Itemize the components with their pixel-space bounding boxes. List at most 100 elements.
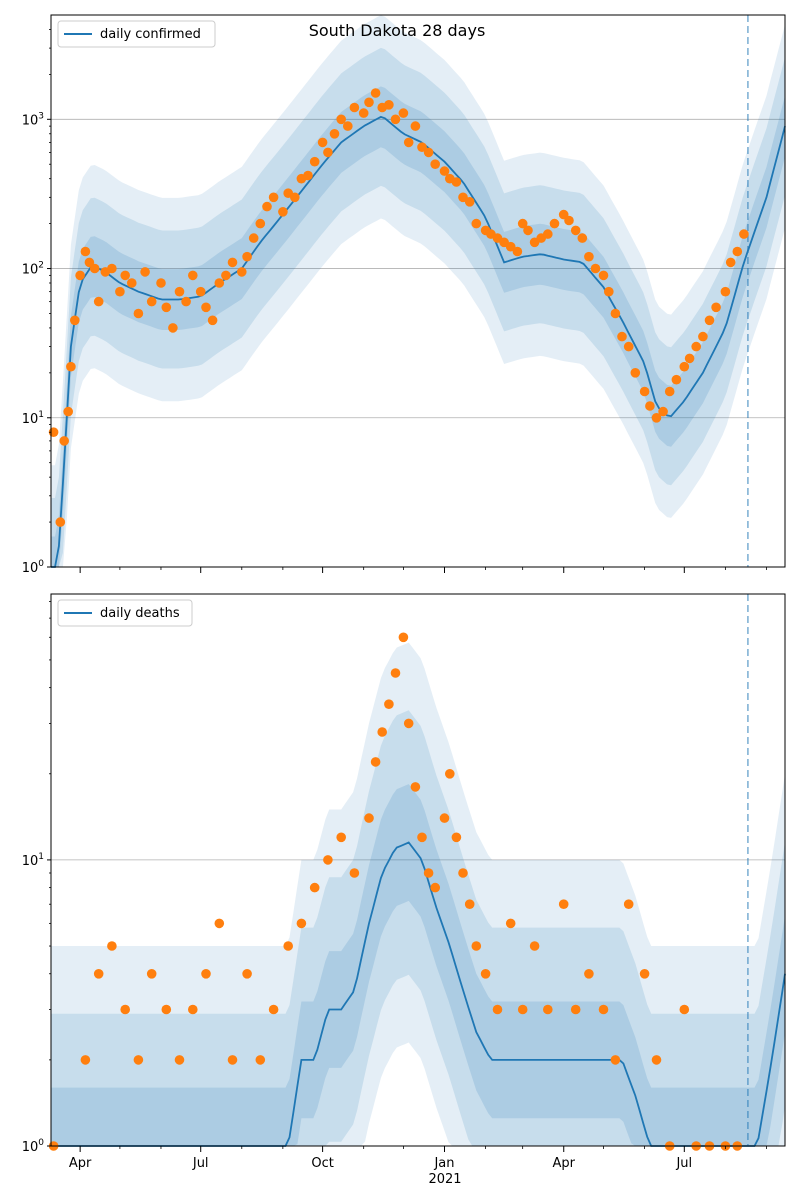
cases-observed-point	[214, 278, 225, 288]
cases-observed-point	[120, 270, 130, 281]
cases-legend-box	[57, 20, 216, 48]
deaths-observed-point	[268, 1004, 279, 1015]
cases-observed-point	[290, 192, 300, 203]
cases-observed-point	[691, 341, 701, 352]
cases-observed-point	[133, 308, 144, 319]
cases-observed-point	[161, 302, 172, 313]
deaths-observed-point	[584, 969, 594, 979]
cases-observed-point	[107, 263, 117, 274]
cases-observed-point	[651, 413, 662, 423]
deaths-legend: daily deaths	[57, 599, 193, 627]
cases-x-ticks	[79, 567, 767, 573]
cases-legend: daily confirmed	[57, 20, 216, 48]
cases-observed-point	[255, 218, 266, 229]
cases-observed-point	[156, 278, 166, 288]
deaths-panel: 100 101 Apr Jul Oct Jan Apr Jul daily deaths 2…	[22, 593, 786, 1187]
cases-observed-point	[278, 207, 288, 217]
cases-observed-point	[604, 286, 614, 297]
deaths-observed-point	[464, 899, 475, 909]
deaths-xtick-label: Jan	[433, 1156, 454, 1171]
deaths-ytick-label: 100	[22, 1138, 45, 1155]
deaths-observed-point	[445, 769, 455, 779]
x-axis-year-label: 2021	[428, 1172, 461, 1187]
cases-observed-point	[464, 197, 475, 207]
cases-observed-point	[732, 246, 743, 257]
cases-observed-point	[623, 341, 634, 352]
cases-observed-point	[115, 286, 125, 297]
cases-observed-point	[80, 246, 91, 257]
cases-observed-point	[584, 251, 594, 262]
cases-observed-point	[349, 102, 360, 113]
deaths-observed-point	[492, 1004, 503, 1015]
cases-observed-point	[598, 270, 609, 281]
deaths-observed-point	[214, 918, 225, 929]
cases-ytick-label: 103	[22, 111, 44, 128]
deaths-observed-point	[174, 1055, 185, 1065]
cases-observed-point	[59, 436, 69, 446]
cases-observed-point	[358, 108, 369, 118]
cases-observed-point	[140, 267, 150, 277]
cases-panel: 100 101 102 103 daily confirmed South Dakot…	[22, 14, 786, 576]
chart-title: South Dakota 28 days	[309, 21, 486, 40]
deaths-observed-point	[283, 941, 294, 951]
cases-observed-point	[168, 323, 178, 333]
cases-observed-point	[221, 270, 231, 281]
deaths-observed-point	[161, 1004, 172, 1015]
cases-observed-point	[188, 270, 198, 281]
cases-observed-point	[146, 296, 157, 307]
cases-observed-point	[398, 108, 409, 118]
cases-observed-point	[195, 286, 206, 297]
cases-band-3	[51, 86, 785, 568]
cases-observed-point	[174, 286, 185, 297]
cases-observed-point	[343, 121, 353, 131]
cases-observed-point	[577, 233, 588, 243]
cases-observed-point	[75, 270, 85, 281]
deaths-observed-point	[610, 1055, 621, 1065]
deaths-observed-point	[323, 855, 333, 865]
cases-observed-point	[617, 331, 627, 342]
cases-observed-point	[403, 137, 414, 148]
cases-ytick-label: 101	[22, 410, 44, 427]
cases-observed-point	[55, 517, 66, 527]
deaths-band-1	[51, 642, 785, 1146]
deaths-observed-point	[309, 882, 320, 893]
deaths-observed-point	[623, 899, 634, 909]
cases-observed-point	[127, 278, 137, 288]
cases-observed-point	[323, 147, 333, 158]
cases-observed-point	[671, 374, 682, 385]
deaths-observed-point	[133, 1055, 144, 1065]
deaths-observed-point	[639, 969, 650, 979]
cases-observed-point	[207, 315, 218, 326]
deaths-observed-points	[48, 632, 743, 1151]
deaths-observed-point	[451, 832, 462, 843]
deaths-observed-point	[349, 868, 360, 878]
cases-observed-point	[512, 246, 523, 257]
cases-y-ticks: 100 101 102 103	[22, 29, 51, 576]
deaths-ytick-label: 101	[22, 852, 44, 869]
cases-observed-point	[262, 201, 272, 212]
cases-observed-point	[423, 147, 434, 158]
deaths-observed-point	[377, 727, 388, 737]
cases-observed-point	[711, 302, 721, 313]
cases-observed-point	[417, 142, 427, 152]
deaths-xtick-label: Apr	[552, 1156, 575, 1171]
cases-observed-point	[739, 229, 749, 239]
deaths-observed-point	[296, 918, 307, 929]
cases-observed-point	[639, 386, 650, 397]
cases-ytick-label: 100	[22, 559, 45, 576]
cases-observed-point	[698, 331, 708, 342]
deaths-observed-point	[458, 868, 468, 878]
deaths-observed-point	[93, 969, 104, 979]
cases-observed-point	[181, 296, 191, 307]
deaths-observed-point	[430, 882, 441, 893]
deaths-observed-point	[255, 1055, 266, 1065]
cases-observed-point	[658, 406, 668, 417]
deaths-observed-point	[201, 969, 211, 979]
cases-observed-point	[309, 156, 320, 167]
cases-observed-point	[471, 218, 482, 229]
deaths-uncertainty-bands	[51, 642, 785, 1146]
cases-axes-frame	[50, 14, 786, 568]
deaths-observed-point	[439, 813, 450, 823]
cases-observed-point	[248, 233, 259, 243]
cases-legend-label: daily confirmed	[100, 27, 201, 42]
